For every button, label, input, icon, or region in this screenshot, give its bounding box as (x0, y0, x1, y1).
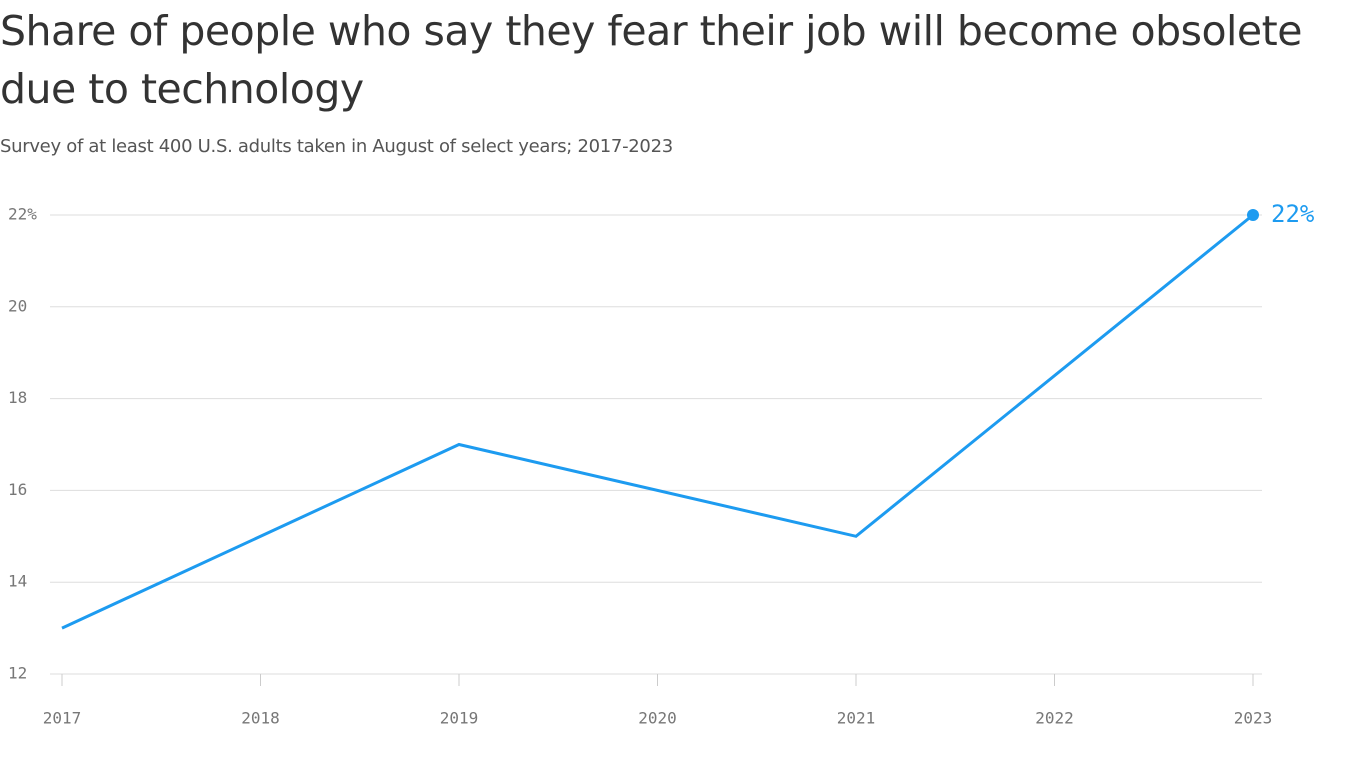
chart-title: Share of people who say they fear their … (0, 7, 1302, 113)
x-tick-label: 2023 (1234, 709, 1273, 728)
chart-subtitle: Survey of at least 400 U.S. adults taken… (0, 136, 673, 157)
x-tick-label: 2022 (1035, 709, 1074, 728)
y-tick-label: 14 (8, 572, 27, 591)
end-point (1247, 209, 1259, 221)
value-label: 22% (1271, 200, 1315, 228)
data-line (61, 213, 1254, 630)
y-tick-label: 16 (8, 480, 27, 499)
y-tick-label: 22% (8, 205, 37, 224)
x-tick-label: 2021 (837, 709, 876, 728)
x-tick-label: 2019 (440, 709, 479, 728)
y-tick-label: 18 (8, 388, 27, 407)
x-tick-label: 2020 (638, 709, 677, 728)
y-tick-label: 12 (8, 664, 27, 683)
x-tick-label: 2018 (241, 709, 280, 728)
x-tick-label: 2017 (43, 709, 82, 728)
y-tick-label: 20 (8, 296, 27, 315)
